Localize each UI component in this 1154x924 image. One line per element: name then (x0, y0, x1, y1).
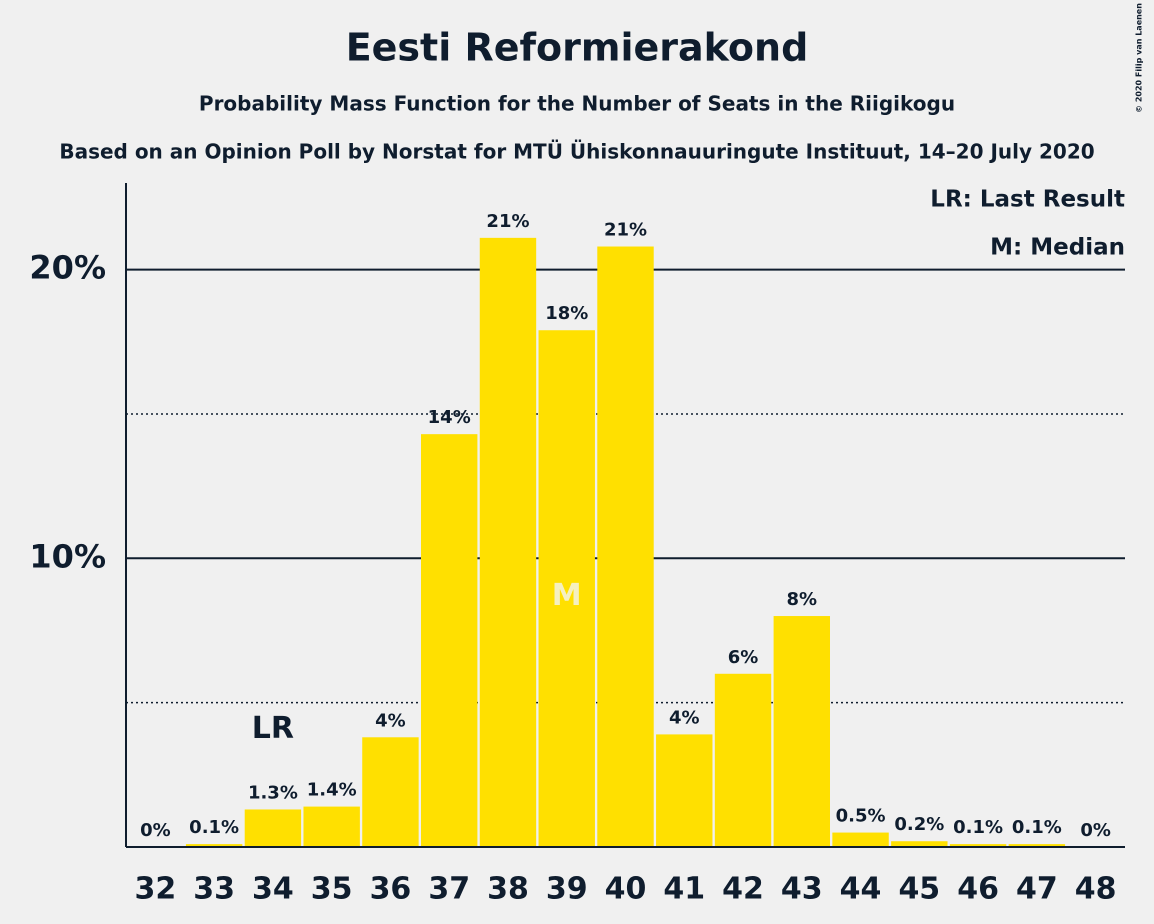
x-tick-label: 46 (957, 872, 999, 907)
value-label: 0% (140, 820, 171, 841)
bar (1008, 844, 1066, 847)
value-label: 0.1% (1012, 817, 1062, 838)
bar (538, 330, 595, 848)
x-tick-label: 36 (370, 872, 412, 907)
bar (949, 844, 1007, 847)
value-label: 14% (428, 407, 471, 428)
x-tick-label: 45 (898, 872, 940, 907)
x-tick-label: 44 (840, 872, 882, 907)
x-tick-label: 40 (605, 872, 647, 907)
x-tick-label: 34 (252, 872, 294, 907)
value-label: 0.1% (189, 817, 239, 838)
bar (773, 616, 831, 847)
value-label: 0.5% (836, 806, 886, 827)
value-label: 0.2% (894, 814, 944, 835)
y-tick-label: 20% (29, 249, 106, 287)
value-label: 4% (669, 707, 700, 728)
x-tick-label: 41 (663, 872, 705, 907)
x-tick-label: 47 (1016, 872, 1058, 907)
x-tick-label: 33 (193, 872, 235, 907)
value-label: 8% (787, 589, 818, 610)
bar (832, 832, 889, 847)
x-tick-label: 48 (1075, 872, 1117, 907)
value-label: 1.4% (307, 780, 357, 801)
legend-entry: M: Median (990, 235, 1125, 261)
bar (656, 734, 713, 847)
annotation: LR (252, 711, 294, 746)
x-tick-label: 32 (135, 872, 177, 907)
value-label: 18% (545, 303, 588, 324)
bar (362, 737, 419, 847)
copyright: © 2020 Filip van Laenen (1135, 3, 1144, 113)
value-label: 4% (375, 710, 406, 731)
value-label: 1.3% (248, 782, 298, 803)
bar (714, 673, 772, 847)
legend-entry: LR: Last Result (930, 187, 1125, 213)
bar (303, 806, 360, 847)
bar (891, 841, 948, 847)
chart-subtitle: Probability Mass Function for the Number… (199, 92, 955, 116)
chart-caption: Based on an Opinion Poll by Norstat for … (59, 140, 1094, 164)
value-label: 21% (486, 211, 529, 232)
value-label: 0.1% (953, 817, 1003, 838)
bar (185, 844, 243, 847)
bar (420, 434, 478, 847)
x-tick-label: 37 (428, 872, 470, 907)
bar (479, 237, 537, 847)
value-label: 0% (1080, 820, 1111, 841)
x-tick-label: 39 (546, 872, 588, 907)
value-label: 21% (604, 220, 647, 241)
bar (597, 246, 654, 847)
chart-title: Eesti Reformierakond (346, 26, 809, 70)
annotation: M (552, 578, 582, 613)
y-tick-label: 10% (29, 537, 106, 575)
x-tick-label: 35 (311, 872, 353, 907)
x-tick-label: 38 (487, 872, 529, 907)
x-tick-label: 43 (781, 872, 823, 907)
value-label: 6% (728, 647, 759, 668)
bar (244, 809, 302, 847)
x-tick-label: 42 (722, 872, 764, 907)
